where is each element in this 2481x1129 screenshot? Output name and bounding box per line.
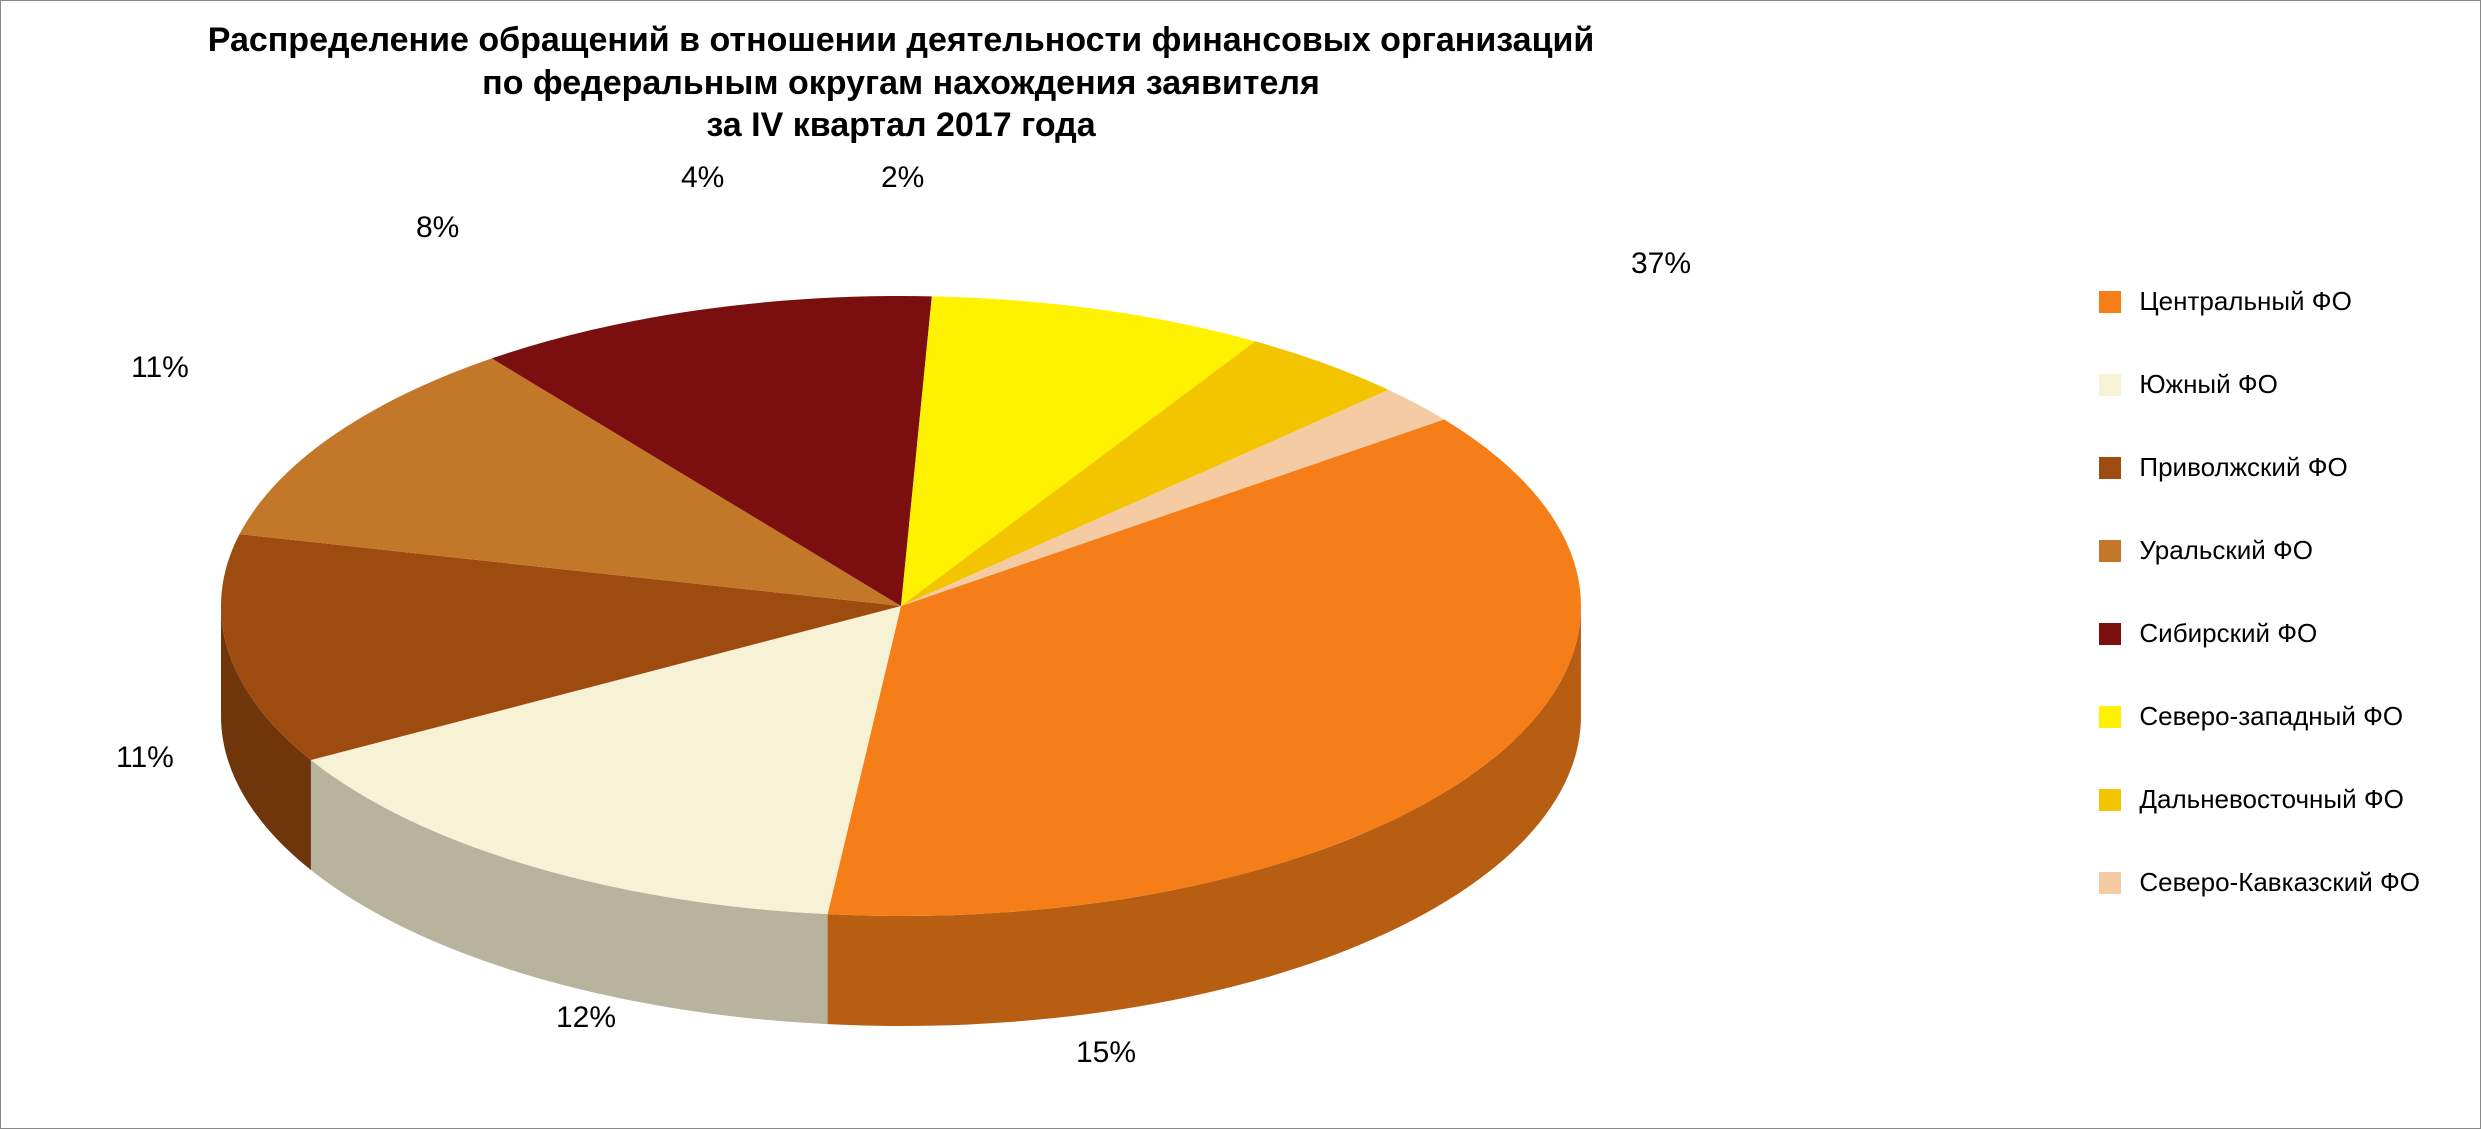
- legend-label: Южный ФО: [2139, 369, 2277, 400]
- legend-label: Дальневосточный ФО: [2139, 784, 2403, 815]
- data-label: 37%: [1631, 247, 1691, 281]
- legend-item: Приволжский ФО: [2099, 452, 2420, 483]
- legend-item: Сибирский ФО: [2099, 618, 2420, 649]
- legend-item: Южный ФО: [2099, 369, 2420, 400]
- legend-swatch: [2099, 872, 2121, 894]
- data-label: 12%: [556, 1001, 616, 1035]
- legend-swatch: [2099, 457, 2121, 479]
- data-label: 15%: [1076, 1036, 1136, 1070]
- legend-label: Уральский ФО: [2139, 535, 2313, 566]
- legend-item: Дальневосточный ФО: [2099, 784, 2420, 815]
- legend-item: Северо-западный ФО: [2099, 701, 2420, 732]
- legend-swatch: [2099, 540, 2121, 562]
- legend-swatch: [2099, 291, 2121, 313]
- legend: Центральный ФО Южный ФО Приволжский ФО Урал…: [2099, 286, 2420, 950]
- legend-label: Северо-западный ФО: [2139, 701, 2403, 732]
- data-label: 4%: [681, 161, 724, 195]
- legend-item: Центральный ФО: [2099, 286, 2420, 317]
- data-label: 2%: [881, 161, 924, 195]
- legend-label: Сибирский ФО: [2139, 618, 2317, 649]
- data-label: 11%: [116, 741, 174, 775]
- legend-item: Северо-Кавказский ФО: [2099, 867, 2420, 898]
- data-label: 8%: [416, 211, 459, 245]
- legend-label: Северо-Кавказский ФО: [2139, 867, 2420, 898]
- legend-label: Центральный ФО: [2139, 286, 2351, 317]
- legend-swatch: [2099, 374, 2121, 396]
- data-label: 11%: [131, 351, 189, 385]
- chart-container: Распределение обращений в отношении деят…: [0, 0, 2481, 1129]
- legend-swatch: [2099, 789, 2121, 811]
- legend-swatch: [2099, 623, 2121, 645]
- legend-label: Приволжский ФО: [2139, 452, 2347, 483]
- legend-swatch: [2099, 706, 2121, 728]
- legend-item: Уральский ФО: [2099, 535, 2420, 566]
